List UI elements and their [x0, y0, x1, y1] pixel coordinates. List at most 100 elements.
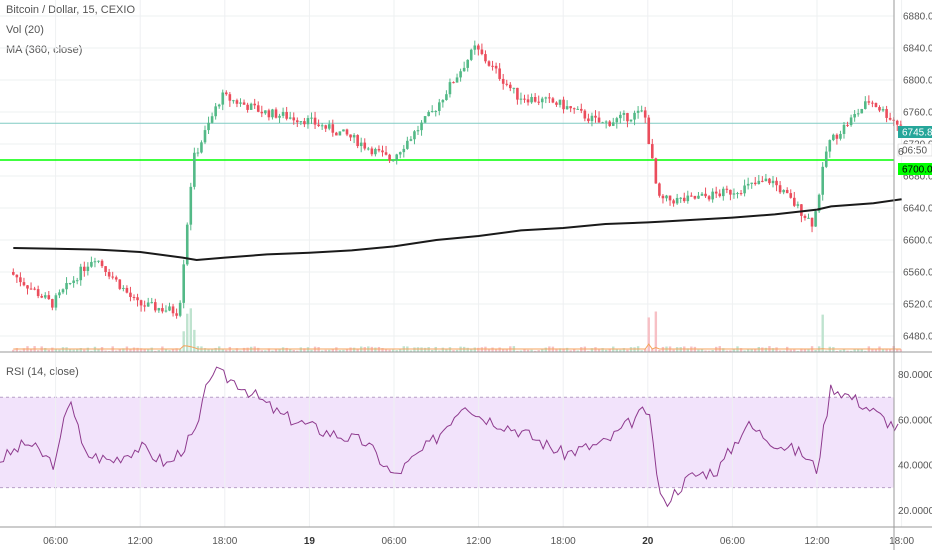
volume-bar [846, 350, 849, 352]
volume-bar [807, 349, 810, 352]
candle-body [317, 124, 320, 126]
candle-body [228, 94, 232, 101]
candle-body [874, 102, 878, 108]
volume-bar [658, 349, 661, 352]
candle-body [821, 166, 824, 195]
candle-body [313, 117, 317, 125]
volume-bar [839, 350, 842, 352]
volume-bar [732, 348, 736, 352]
candlestick-series[interactable] [12, 40, 903, 319]
candle-body [278, 115, 281, 118]
candle-body [359, 142, 363, 147]
volume-bar [544, 347, 547, 352]
candle-body [459, 71, 462, 78]
candle-body [416, 130, 420, 132]
rsi-legend[interactable]: RSI (14, close) [6, 366, 79, 378]
rsi-line[interactable] [0, 366, 899, 508]
candle-body [320, 125, 324, 127]
time-tick-label: 06:00 [43, 536, 68, 547]
candle-body [462, 67, 466, 72]
volume-bar [778, 350, 782, 352]
volume-bar [115, 350, 118, 352]
volume-bar [473, 347, 476, 352]
ma-360-line[interactable] [13, 198, 902, 262]
volume-bar [725, 350, 729, 352]
volume-bar [147, 349, 150, 352]
candle-body [246, 104, 249, 110]
partial-price-label: 6 [898, 147, 904, 158]
candle-body [193, 152, 196, 187]
volume-legend[interactable]: Vol (20) [6, 24, 44, 36]
candle-body [572, 108, 576, 110]
ma-legend[interactable]: MA (360, close) [6, 44, 83, 56]
volume-bar [232, 350, 235, 352]
volume-bar [171, 349, 175, 352]
volume-bar [90, 350, 93, 352]
candle-body [498, 68, 501, 79]
volume-bar [413, 347, 416, 352]
candle-body [51, 299, 54, 308]
candle-body [668, 195, 672, 201]
volume-bar [214, 347, 217, 352]
volume-bar [771, 348, 775, 352]
candle-body [895, 120, 899, 125]
volume-bar [391, 349, 395, 352]
volume-bar [455, 349, 459, 352]
candle-body [661, 195, 665, 199]
candle-body [828, 140, 832, 152]
candle-body [47, 295, 51, 300]
candle-body [473, 45, 477, 50]
candle-body [587, 118, 590, 122]
candle-body [842, 124, 846, 134]
candle-body [253, 103, 256, 106]
volume-bar [274, 349, 278, 352]
volume-bar [331, 349, 334, 352]
candle-body [651, 144, 654, 159]
volume-bar [12, 349, 15, 352]
volume-bar [363, 347, 366, 352]
volume-bar [338, 350, 342, 352]
candle-body [782, 189, 785, 193]
volume-bar [384, 348, 388, 352]
volume-bar [601, 348, 604, 352]
candle-body [697, 195, 700, 199]
price-axis[interactable]: 6880.006840.006800.006760.006720.006680.… [903, 12, 932, 343]
candle-body [335, 132, 338, 136]
time-axis[interactable]: 06:00 12:00 18:00 19 06:00 12:00 18:00 20 06:00 1… [43, 536, 932, 547]
volume-bar [107, 350, 111, 352]
price-tick-label: 6520.00 [903, 300, 932, 311]
candle-body [178, 302, 182, 316]
hline-price-label: 6700.00 [902, 165, 932, 176]
volume-ma-line [13, 343, 901, 350]
volume-bar [239, 350, 242, 352]
candle-body [871, 102, 874, 104]
volume-bar [72, 349, 75, 352]
volume-bar [136, 347, 139, 352]
candle-body [83, 266, 86, 272]
volume-bar [328, 349, 331, 352]
volume-bar [619, 349, 622, 352]
candle-body [640, 110, 643, 112]
candle-body [516, 87, 519, 100]
volume-bar [79, 348, 82, 352]
candle-body [327, 124, 331, 129]
volume-bar [36, 350, 40, 352]
volume-bar [264, 350, 267, 352]
volume-bar [420, 347, 423, 352]
candle-body [33, 288, 36, 290]
candle-body [888, 117, 892, 120]
candle-body [402, 148, 406, 153]
candle-body [768, 178, 771, 184]
price-tick-label: 6480.00 [903, 332, 932, 343]
volume-bar [796, 350, 800, 352]
volume-bar [349, 347, 352, 352]
volume-bar [821, 314, 824, 352]
volume-bar [317, 347, 320, 352]
rsi-axis[interactable]: 80.0000 60.0000 40.0000 20.0000 [898, 370, 932, 517]
symbol-legend[interactable]: Bitcoin / Dollar, 15, CEXIO [6, 4, 135, 16]
volume-bars [12, 308, 902, 352]
candle-body [622, 113, 626, 115]
time-tick-label: 12:00 [128, 536, 153, 547]
candle-body [824, 151, 828, 167]
